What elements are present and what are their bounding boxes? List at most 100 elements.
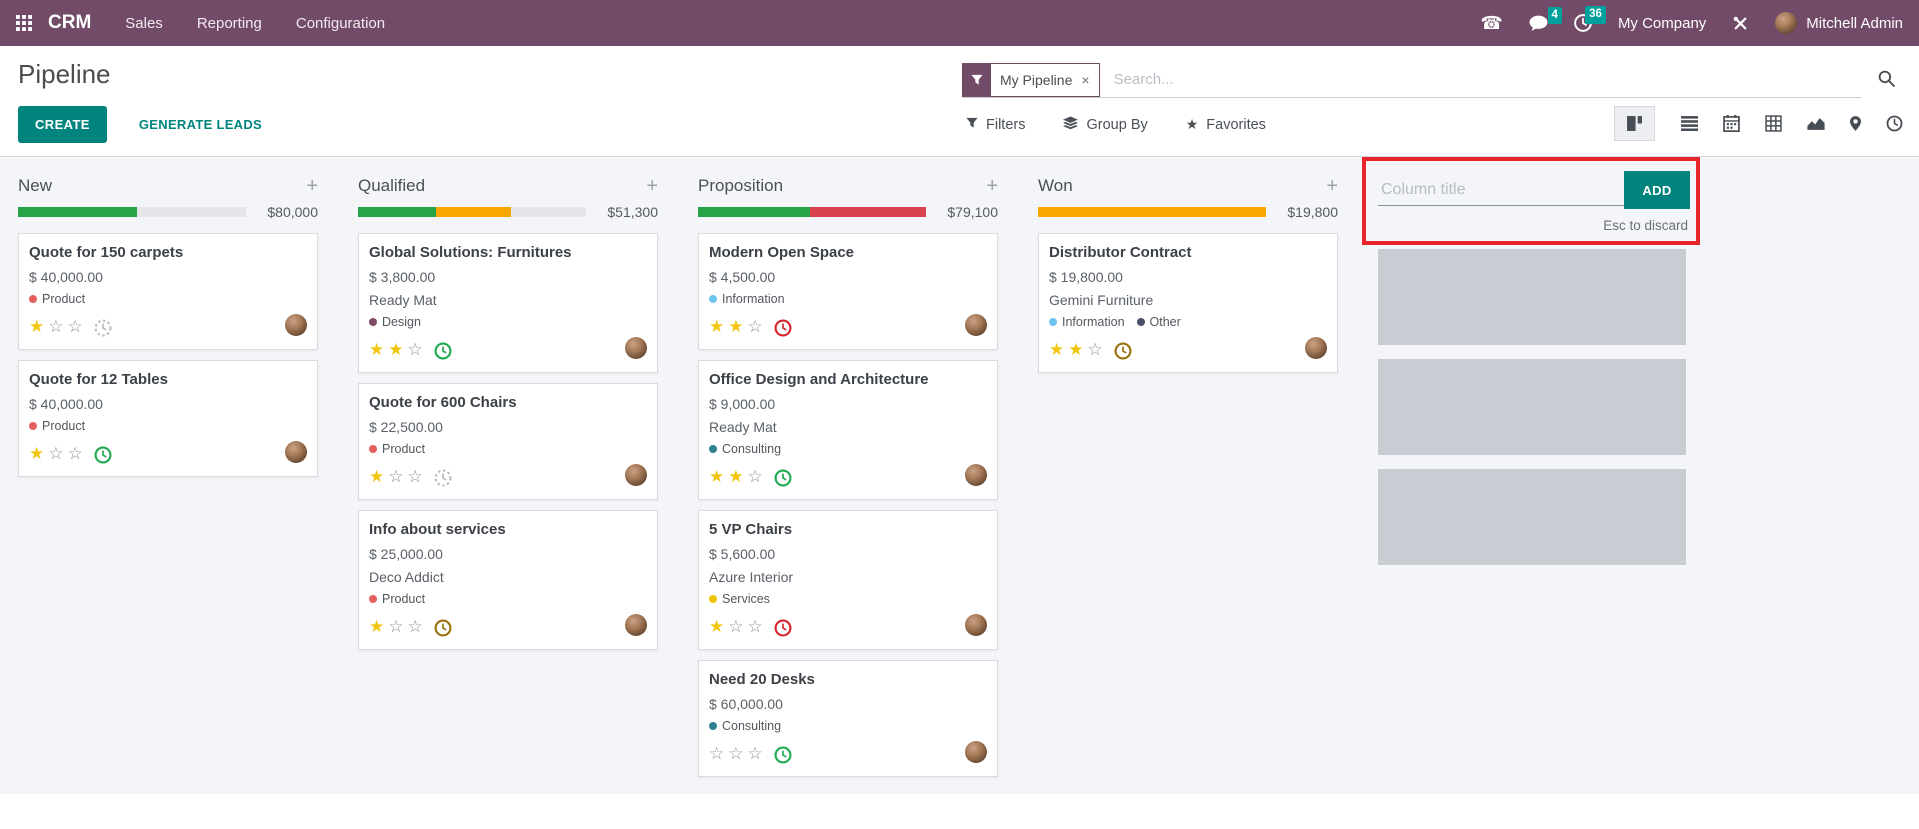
priority-stars[interactable]: ★☆☆	[29, 446, 87, 463]
activity-clock-icon[interactable]	[434, 342, 452, 360]
star-filled-icon[interactable]: ★	[1049, 340, 1069, 360]
star-filled-icon[interactable]: ★	[388, 340, 408, 360]
view-kanban-icon[interactable]	[1614, 106, 1655, 141]
search-input[interactable]	[1111, 70, 1861, 89]
priority-stars[interactable]: ☆☆☆	[709, 746, 767, 763]
star-filled-icon[interactable]: ★	[709, 467, 729, 487]
kanban-card[interactable]: Quote for 150 carpets $ 40,000.00 Product ★…	[18, 233, 318, 350]
star-empty-icon[interactable]: ☆	[67, 444, 87, 464]
priority-stars[interactable]: ★☆☆	[369, 469, 427, 486]
create-button[interactable]: CREATE	[18, 106, 107, 143]
phone-icon[interactable]: ☎	[1480, 12, 1503, 34]
activity-clock-icon[interactable]	[774, 469, 792, 487]
group-by-menu[interactable]: Group By	[1063, 116, 1148, 134]
progress-segment-red[interactable]	[809, 207, 926, 217]
progress-segment-green[interactable]	[358, 207, 436, 217]
activity-clock-icon[interactable]	[94, 319, 112, 337]
star-empty-icon[interactable]: ☆	[48, 444, 68, 464]
kanban-card[interactable]: Need 20 Desks $ 60,000.00 Consulting ☆☆☆	[698, 660, 998, 777]
star-empty-icon[interactable]: ☆	[747, 617, 767, 637]
star-empty-icon[interactable]: ☆	[388, 617, 408, 637]
star-filled-icon[interactable]: ★	[1068, 340, 1088, 360]
column-progressbar[interactable]	[18, 207, 246, 217]
activity-clock-icon[interactable]	[434, 619, 452, 637]
priority-stars[interactable]: ★☆☆	[709, 619, 767, 636]
nav-menu-configuration[interactable]: Configuration	[295, 14, 386, 32]
activity-clock-icon[interactable]	[774, 319, 792, 337]
star-empty-icon[interactable]: ☆	[1087, 340, 1107, 360]
progress-segment-orange[interactable]	[1038, 207, 1266, 217]
kanban-card[interactable]: Global Solutions: Furnitures $ 3,800.00 Re…	[358, 233, 658, 373]
priority-stars[interactable]: ★☆☆	[29, 319, 87, 336]
messages-icon[interactable]: 4	[1529, 6, 1562, 32]
column-progressbar[interactable]	[1038, 207, 1266, 217]
progress-segment-green[interactable]	[18, 207, 137, 217]
kanban-card[interactable]: Distributor Contract $ 19,800.00 Gemini Fu…	[1038, 233, 1338, 373]
activity-clock-icon[interactable]	[774, 619, 792, 637]
star-empty-icon[interactable]: ☆	[747, 744, 767, 764]
kanban-card[interactable]: Info about services $ 25,000.00 Deco Addic…	[358, 510, 658, 650]
star-empty-icon[interactable]: ☆	[728, 744, 748, 764]
star-empty-icon[interactable]: ☆	[728, 617, 748, 637]
progress-segment-green[interactable]	[698, 207, 810, 217]
star-filled-icon[interactable]: ★	[728, 317, 748, 337]
column-add-icon[interactable]: +	[306, 175, 318, 197]
filters-menu[interactable]: Filters	[966, 117, 1025, 133]
priority-stars[interactable]: ★★☆	[369, 342, 427, 359]
favorites-menu[interactable]: ★ Favorites	[1186, 117, 1266, 133]
activity-clock-icon[interactable]	[94, 446, 112, 464]
star-filled-icon[interactable]: ★	[709, 617, 729, 637]
column-add-icon[interactable]: +	[986, 175, 998, 197]
star-filled-icon[interactable]: ★	[29, 317, 49, 337]
search-icon[interactable]	[1878, 70, 1895, 92]
star-filled-icon[interactable]: ★	[728, 467, 748, 487]
star-filled-icon[interactable]: ★	[369, 340, 389, 360]
star-empty-icon[interactable]: ☆	[747, 467, 767, 487]
activities-icon[interactable]: 36	[1574, 6, 1606, 32]
priority-stars[interactable]: ★★☆	[1049, 342, 1107, 359]
app-name[interactable]: CRM	[48, 12, 92, 33]
column-add-icon[interactable]: +	[1326, 175, 1338, 197]
progress-segment-muted[interactable]	[510, 207, 586, 217]
column-progressbar[interactable]	[698, 207, 926, 217]
view-list-icon[interactable]	[1681, 116, 1698, 131]
view-map-icon[interactable]	[1850, 116, 1861, 131]
star-empty-icon[interactable]: ☆	[407, 617, 427, 637]
activity-clock-icon[interactable]	[774, 746, 792, 764]
debug-tools-icon[interactable]	[1732, 15, 1749, 32]
company-switcher[interactable]: My Company	[1617, 14, 1707, 32]
star-empty-icon[interactable]: ☆	[747, 317, 767, 337]
nav-menu-reporting[interactable]: Reporting	[196, 14, 262, 32]
progress-segment-muted[interactable]	[136, 207, 246, 217]
star-filled-icon[interactable]: ★	[709, 317, 729, 337]
activity-clock-icon[interactable]	[434, 469, 452, 487]
kanban-card[interactable]: 5 VP Chairs $ 5,600.00 Azure Interior Servi…	[698, 510, 998, 650]
apps-grid-icon[interactable]	[16, 15, 32, 31]
kanban-card[interactable]: Modern Open Space $ 4,500.00 Information ★★…	[698, 233, 998, 350]
priority-stars[interactable]: ★☆☆	[369, 619, 427, 636]
nav-menu-sales[interactable]: Sales	[125, 14, 163, 32]
view-graph-icon[interactable]	[1807, 116, 1825, 131]
user-menu[interactable]: Mitchell Admin	[1775, 12, 1903, 34]
priority-stars[interactable]: ★★☆	[709, 319, 767, 336]
progress-segment-orange[interactable]	[435, 207, 511, 217]
star-filled-icon[interactable]: ★	[369, 467, 389, 487]
activity-clock-icon[interactable]	[1114, 342, 1132, 360]
star-empty-icon[interactable]: ☆	[407, 340, 427, 360]
view-calendar-icon[interactable]	[1723, 115, 1740, 132]
kanban-card[interactable]: Quote for 12 Tables $ 40,000.00 Product ★☆☆	[18, 360, 318, 477]
star-filled-icon[interactable]: ★	[29, 444, 49, 464]
facet-remove-icon[interactable]: ×	[1081, 71, 1090, 88]
column-title-input[interactable]	[1378, 174, 1624, 206]
view-activity-icon[interactable]	[1886, 115, 1903, 132]
star-empty-icon[interactable]: ☆	[709, 744, 729, 764]
column-add-icon[interactable]: +	[646, 175, 658, 197]
priority-stars[interactable]: ★★☆	[709, 469, 767, 486]
star-empty-icon[interactable]: ☆	[388, 467, 408, 487]
view-pivot-icon[interactable]	[1765, 115, 1782, 132]
star-filled-icon[interactable]: ★	[369, 617, 389, 637]
kanban-card[interactable]: Quote for 600 Chairs $ 22,500.00 Product ★☆…	[358, 383, 658, 500]
add-column-button[interactable]: ADD	[1624, 171, 1690, 209]
column-progressbar[interactable]	[358, 207, 586, 217]
kanban-card[interactable]: Office Design and Architecture $ 9,000.00…	[698, 360, 998, 500]
